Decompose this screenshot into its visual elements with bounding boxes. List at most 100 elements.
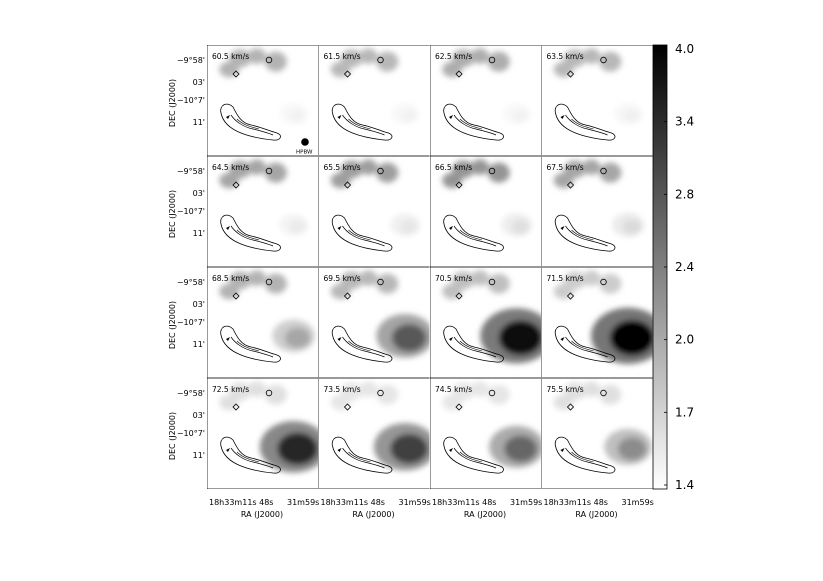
emission-blob [504, 435, 538, 463]
contour-line [565, 336, 608, 358]
y-tick-label: 11' [193, 451, 205, 460]
emission-blob [219, 172, 240, 189]
contour-line [453, 225, 497, 247]
diamond-marker [232, 292, 240, 300]
contour-line [230, 225, 274, 247]
contour-line [571, 340, 594, 352]
emission-blob [512, 109, 529, 123]
source-marker [337, 337, 342, 341]
emission-blob [442, 394, 463, 411]
north-emission [553, 48, 622, 78]
y-tick-label: −10°7' [177, 429, 205, 438]
contour-line [554, 325, 616, 363]
emission-blob [487, 273, 510, 294]
contour-line [459, 229, 483, 241]
channel-panel: 64.5 km/s [207, 156, 318, 267]
y-tick-label: 03' [193, 78, 205, 87]
source-marker [449, 448, 453, 452]
contour-line [230, 336, 274, 358]
north-emission [330, 48, 399, 78]
emission-blob [582, 270, 601, 286]
emission-blob [452, 49, 475, 68]
contour-line [220, 436, 281, 474]
circle-marker [377, 56, 384, 64]
contour-line [342, 336, 385, 358]
y-axis-title: DEC (J2000) [168, 190, 177, 238]
emission-blob [582, 381, 601, 397]
emission-blob [553, 283, 574, 300]
contour-line [236, 118, 260, 130]
emission-blob [391, 324, 427, 352]
east-cloud [604, 428, 652, 465]
source-marker [226, 226, 230, 230]
emission-blob [442, 172, 463, 189]
diamond-marker [232, 403, 240, 411]
circle-marker [265, 167, 273, 175]
y-tick-label: 03' [193, 411, 205, 420]
x-axis-title: RA (J2000) [352, 510, 394, 519]
emission-blob [622, 219, 642, 235]
colorbar-tick-label: 2.8 [675, 187, 694, 201]
contour-line [565, 447, 608, 469]
east-cloud [390, 213, 421, 237]
circle-marker [488, 56, 496, 64]
channel-panel: 68.5 km/s [207, 267, 318, 378]
emission-blob [330, 283, 351, 300]
emission-blob [330, 61, 351, 78]
contour-line [331, 325, 393, 363]
diamond-marker [566, 292, 575, 300]
channel-panel: 66.5 km/s [430, 156, 541, 267]
emission-blob [376, 51, 399, 72]
y-tick-label: 11' [193, 229, 205, 238]
emission-blob [330, 394, 351, 411]
velocity-label: 65.5 km/s [324, 163, 361, 172]
emission-blob [248, 159, 266, 175]
emission-blob [582, 159, 601, 175]
beam-marker [301, 138, 309, 146]
velocity-label: 73.5 km/s [324, 385, 361, 394]
source-marker [226, 337, 230, 341]
source-marker [449, 226, 453, 230]
source-marker [337, 448, 342, 452]
emission-blob [563, 382, 586, 401]
y-tick-label: −9°58' [177, 56, 205, 65]
emission-blob [277, 432, 318, 466]
circle-marker [265, 278, 273, 286]
diamond-marker [566, 403, 575, 411]
emission-blob [264, 384, 287, 405]
velocity-label: 63.5 km/s [547, 52, 584, 61]
channel-panel: 71.5 km/s [541, 267, 653, 378]
emission-blob [248, 381, 266, 397]
source-marker [337, 115, 342, 119]
emission-blob [599, 162, 622, 183]
emission-blob [511, 219, 530, 235]
contour-line [459, 451, 483, 463]
east-cloud [502, 103, 531, 125]
velocity-label: 67.5 km/s [547, 163, 584, 172]
emission-blob [264, 51, 287, 72]
channel-panel: 61.5 km/s [318, 45, 430, 156]
emission-blob [617, 437, 647, 461]
y-axis-title: DEC (J2000) [168, 301, 177, 349]
contour-line [453, 336, 497, 358]
circle-marker [600, 56, 607, 64]
velocity-label: 70.5 km/s [435, 274, 472, 283]
x-axis-title: RA (J2000) [464, 510, 506, 519]
x-tick-label: 18h33m11s 48s [321, 498, 385, 507]
channel-panel: 69.5 km/s [318, 267, 430, 378]
colorbar-tick-label: 3.4 [675, 115, 694, 129]
y-tick-label: 11' [193, 340, 205, 349]
colorbar-tick-label: 1.7 [675, 405, 694, 419]
source-marker [560, 115, 565, 119]
north-emission [219, 159, 287, 189]
x-tick-label: 18h33m11s 48s [209, 498, 273, 507]
east-cloud [376, 313, 430, 358]
north-emission [330, 381, 399, 411]
emission-blob [376, 162, 399, 183]
channel-panel: 65.5 km/s [318, 156, 430, 267]
diamond-marker [232, 181, 240, 189]
emission-blob [553, 61, 574, 78]
y-tick-label: −9°58' [177, 389, 205, 398]
emission-blob [376, 384, 399, 405]
